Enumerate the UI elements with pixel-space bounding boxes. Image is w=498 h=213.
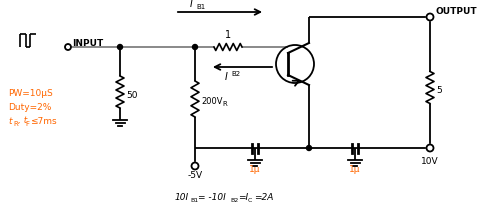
Text: I: I [225, 72, 228, 82]
Circle shape [426, 144, 433, 151]
Text: PW=10μS: PW=10μS [8, 88, 53, 98]
Text: 10I: 10I [175, 193, 189, 203]
Text: B1: B1 [196, 4, 205, 10]
Text: 50: 50 [126, 91, 137, 99]
Text: =I: =I [238, 193, 248, 203]
Text: OUTPUT: OUTPUT [436, 7, 478, 16]
Text: 1μ: 1μ [249, 166, 261, 174]
Text: 1μ: 1μ [349, 166, 361, 174]
Text: , t: , t [18, 117, 27, 125]
Circle shape [193, 45, 198, 49]
Text: Duty=2%: Duty=2% [8, 102, 51, 111]
Text: ≤7ms: ≤7ms [30, 117, 57, 125]
Text: R: R [222, 101, 227, 107]
Circle shape [192, 163, 199, 170]
Text: INPUT: INPUT [72, 39, 103, 47]
Text: -5V: -5V [187, 171, 203, 180]
Text: I: I [190, 0, 193, 9]
Text: 5: 5 [436, 86, 442, 95]
Text: 1: 1 [225, 30, 231, 40]
Text: 10V: 10V [421, 157, 439, 167]
Text: R: R [13, 121, 18, 127]
Text: B2: B2 [231, 71, 240, 77]
Circle shape [426, 13, 433, 20]
Text: B2: B2 [230, 198, 238, 203]
Circle shape [65, 44, 71, 50]
Text: F: F [25, 121, 29, 127]
Text: C: C [248, 198, 252, 203]
Circle shape [427, 14, 432, 20]
Circle shape [306, 145, 312, 151]
Text: 200V: 200V [201, 98, 223, 106]
Text: =2A: =2A [254, 193, 273, 203]
Text: B1: B1 [190, 198, 198, 203]
Circle shape [118, 45, 123, 49]
Text: t: t [8, 117, 11, 125]
Text: = -10I: = -10I [198, 193, 226, 203]
